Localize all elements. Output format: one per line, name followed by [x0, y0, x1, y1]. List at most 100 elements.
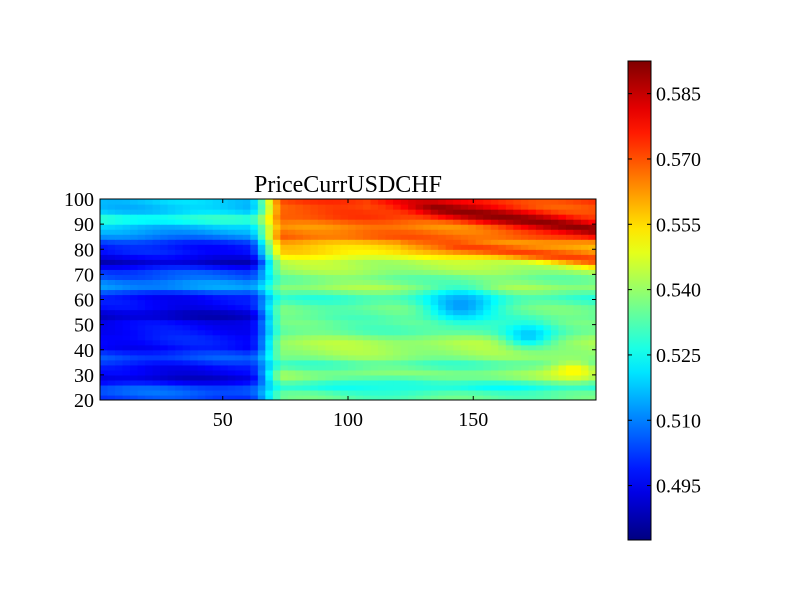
- heatmap-cell: [287, 379, 296, 386]
- heatmap-cell: [513, 319, 522, 326]
- heatmap-cell: [152, 259, 161, 265]
- heatmap-cell: [460, 234, 469, 240]
- heatmap-cell: [197, 224, 206, 230]
- heatmap-cell: [543, 239, 552, 245]
- heatmap-cell: [415, 264, 424, 270]
- heatmap-cell: [175, 249, 184, 255]
- heatmap-cell: [250, 324, 259, 331]
- heatmap-cell: [535, 389, 544, 396]
- heatmap-cell: [107, 209, 116, 215]
- heatmap-cell: [558, 339, 567, 346]
- heatmap-cell: [272, 239, 281, 245]
- heatmap-cell: [212, 309, 221, 316]
- heatmap-cell: [242, 204, 251, 210]
- heatmap-cell: [558, 229, 567, 235]
- heatmap-cell: [317, 279, 327, 286]
- heatmap-cell: [272, 374, 281, 381]
- heatmap-cell: [212, 219, 221, 225]
- heatmap-cell: [152, 234, 161, 240]
- heatmap-cell: [543, 234, 552, 240]
- heatmap-cell: [257, 204, 266, 210]
- heatmap-cell: [490, 234, 499, 240]
- heatmap-cell: [175, 369, 184, 376]
- heatmap-cell: [287, 319, 296, 326]
- heatmap-cell: [145, 299, 154, 306]
- heatmap-cell: [483, 394, 492, 400]
- heatmap-cell: [535, 259, 544, 265]
- heatmap-cell: [513, 274, 522, 280]
- heatmap-cell: [212, 214, 221, 220]
- heatmap-cell: [332, 324, 342, 331]
- heatmap-cell: [212, 354, 221, 361]
- heatmap-cell: [175, 199, 184, 205]
- heatmap-cell: [302, 304, 312, 311]
- heatmap-cell: [167, 279, 176, 286]
- heatmap-cell: [378, 369, 387, 376]
- heatmap-cell: [340, 244, 349, 250]
- heatmap-cell: [325, 199, 334, 205]
- heatmap-cell: [145, 394, 154, 400]
- heatmap-cell: [528, 229, 537, 235]
- heatmap-cell: [558, 284, 567, 291]
- heatmap-cell: [160, 304, 169, 311]
- heatmap-cell: [272, 314, 281, 321]
- heatmap-cell: [325, 239, 334, 245]
- heatmap-cell: [528, 244, 537, 250]
- heatmap-cell: [100, 304, 109, 311]
- heatmap-cell: [393, 279, 402, 286]
- heatmap-cell: [430, 384, 439, 391]
- heatmap-cell: [227, 249, 236, 255]
- heatmap-cell: [212, 314, 221, 321]
- heatmap-cell: [453, 384, 462, 391]
- heatmap-cell: [227, 324, 236, 331]
- heatmap-cell: [483, 289, 492, 296]
- heatmap-cell: [227, 239, 236, 245]
- heatmap-cell: [415, 389, 424, 396]
- heatmap-cell: [573, 334, 582, 341]
- heatmap-cell: [400, 284, 409, 291]
- heatmap-cell: [220, 319, 229, 326]
- heatmap-cell: [205, 294, 214, 301]
- heatmap-cell: [460, 339, 469, 346]
- heatmap-cell: [408, 299, 417, 306]
- heatmap-cell: [250, 384, 259, 391]
- heatmap-cell: [348, 284, 357, 291]
- heatmap-cell: [272, 199, 281, 205]
- heatmap-cell: [332, 199, 342, 205]
- heatmap-cell: [453, 209, 462, 215]
- heatmap-cell: [588, 304, 596, 311]
- heatmap-cell: [550, 364, 560, 371]
- heatmap-cell: [513, 394, 522, 400]
- heatmap-cell: [408, 329, 417, 336]
- heatmap-cell: [415, 269, 424, 275]
- heatmap-cell: [175, 354, 184, 361]
- heatmap-cell: [130, 329, 139, 336]
- heatmap-cell: [355, 394, 364, 400]
- heatmap-cell: [490, 274, 499, 280]
- heatmap-cell: [528, 294, 537, 301]
- heatmap-cell: [490, 314, 499, 321]
- heatmap-cell: [235, 264, 244, 270]
- heatmap-cell: [317, 199, 327, 205]
- heatmap-cell: [317, 339, 327, 346]
- heatmap-cell: [393, 334, 402, 341]
- heatmap-cell: [310, 319, 319, 326]
- heatmap-cell: [573, 199, 582, 205]
- heatmap-cell: [385, 219, 394, 225]
- heatmap-cell: [415, 394, 424, 400]
- heatmap-cell: [190, 264, 199, 270]
- heatmap-cell: [535, 394, 544, 400]
- heatmap-cell: [513, 379, 522, 386]
- heatmap-cell: [302, 234, 312, 240]
- heatmap-cell: [535, 269, 544, 275]
- heatmap-cell: [453, 334, 462, 341]
- heatmap-cell: [558, 364, 567, 371]
- heatmap-cell: [438, 214, 447, 220]
- heatmap-cell: [287, 279, 296, 286]
- heatmap-cell: [272, 234, 281, 240]
- heatmap-cell: [565, 339, 575, 346]
- heatmap-cell: [295, 209, 304, 215]
- heatmap-cell: [235, 334, 244, 341]
- heatmap-cell: [295, 314, 304, 321]
- heatmap-cell: [235, 304, 244, 311]
